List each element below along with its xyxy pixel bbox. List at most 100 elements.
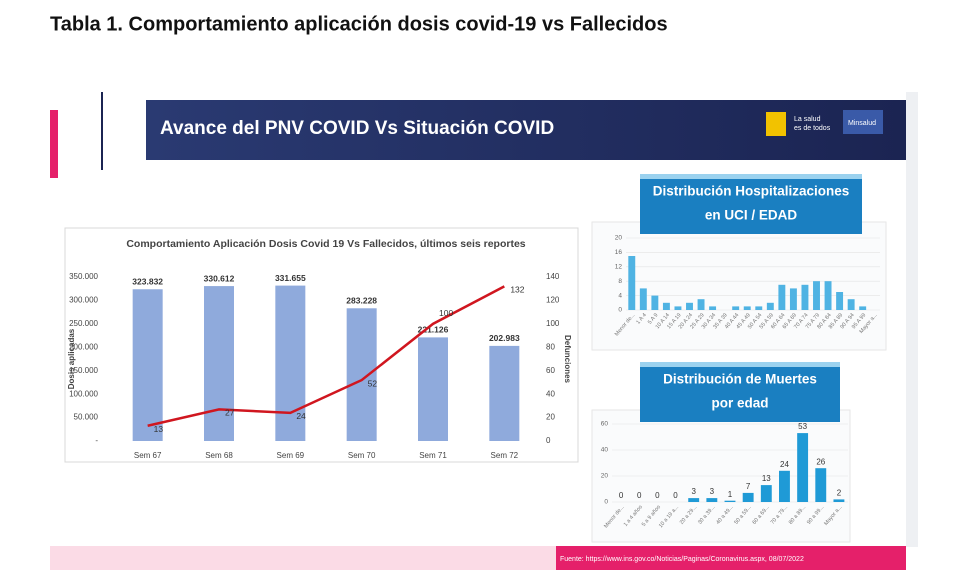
y2-tick-label: 40 <box>546 389 555 398</box>
bar-label: 7 <box>746 482 751 491</box>
accent-line <box>101 92 103 170</box>
bar <box>686 302 693 310</box>
bar-label: 323.832 <box>132 277 163 287</box>
bar <box>418 337 448 441</box>
line-label: 100 <box>439 308 453 318</box>
logo-line: La salud <box>794 116 821 123</box>
bar-label: 2 <box>837 489 842 498</box>
title-box <box>640 362 840 422</box>
bar-label: 330.612 <box>204 273 235 283</box>
bar <box>847 299 855 310</box>
bar-label: 202.983 <box>489 333 520 343</box>
y2-tick-label: 140 <box>546 272 560 281</box>
bar-label: 24 <box>780 460 789 469</box>
bar <box>724 500 736 502</box>
y-tick-label: 20 <box>615 235 623 242</box>
bar-label: 283.228 <box>346 296 377 306</box>
bar <box>760 485 772 502</box>
brand: Minsalud <box>848 120 876 127</box>
y-tick-label: 100.000 <box>69 389 98 398</box>
page-title: Tabla 1. Comportamiento aplicación dosis… <box>50 13 668 35</box>
x-tick-label: Sem 70 <box>348 451 376 460</box>
bar-label: 221.126 <box>418 325 449 335</box>
bar <box>766 302 774 310</box>
bar-label: 331.655 <box>275 273 306 283</box>
title-stripe <box>640 174 862 179</box>
bar <box>697 299 705 310</box>
y-tick-label: 60 <box>601 421 609 428</box>
y-tick-label: 300.000 <box>69 296 98 305</box>
x-tick-label: Sem 67 <box>134 451 162 460</box>
y-tick-label: 150.000 <box>69 366 98 375</box>
bar <box>275 285 306 441</box>
y2-tick-label: 100 <box>546 319 560 328</box>
bar-label: 26 <box>816 457 825 466</box>
accent-bar <box>50 110 58 178</box>
y2-tick-label: 20 <box>546 413 555 422</box>
y-tick-label: 8 <box>618 278 622 285</box>
bar <box>742 492 754 502</box>
y-axis-label: Dosis aplicadas <box>67 328 76 389</box>
bar <box>674 306 682 310</box>
y-tick-label: 16 <box>615 249 623 256</box>
title-box <box>640 174 862 234</box>
bar <box>778 284 786 310</box>
bar <box>688 498 700 502</box>
y-tick-label: - <box>95 436 98 445</box>
bar <box>628 256 636 310</box>
bar-label: 0 <box>619 491 624 500</box>
bar <box>651 295 659 310</box>
bar-label: 3 <box>691 487 696 496</box>
bar <box>789 288 797 310</box>
bar-label: 53 <box>798 422 807 431</box>
bar-label: 13 <box>762 474 771 483</box>
bar <box>132 289 163 441</box>
bar <box>706 498 718 502</box>
logo-line: es de todos <box>794 125 831 132</box>
bar <box>709 306 717 310</box>
source-band <box>556 546 906 570</box>
title-stripe <box>640 362 840 367</box>
line-label: 24 <box>296 411 306 421</box>
chart-frame <box>591 221 887 351</box>
y-tick-label: 4 <box>618 292 622 299</box>
line-label: 13 <box>154 424 164 434</box>
bar <box>743 306 751 310</box>
brand-box <box>843 110 883 134</box>
chart-title: Comportamiento Aplicación Dosis Covid 19… <box>126 238 525 250</box>
line-label: 132 <box>510 285 524 295</box>
bar <box>489 345 520 441</box>
bar <box>797 433 809 502</box>
bar <box>346 308 377 441</box>
bar <box>813 281 820 310</box>
banner-title: Avance del PNV COVID Vs Situación COVID <box>160 118 554 139</box>
source: Fuente: https://www.ins.gov.co/Noticias/… <box>560 556 804 563</box>
bar <box>824 281 832 310</box>
y2-tick-label: 0 <box>546 436 551 445</box>
chart-title: Distribución Hospitalizaciones <box>653 184 850 199</box>
bar <box>836 292 844 310</box>
y2-tick-label: 60 <box>546 366 555 375</box>
bar <box>755 306 763 310</box>
bar <box>779 470 790 502</box>
chart-title: en UCI / EDAD <box>705 208 798 223</box>
line <box>147 285 505 427</box>
y2-tick-label: 80 <box>546 342 555 351</box>
bar <box>815 468 827 502</box>
bar <box>662 302 670 310</box>
y2-axis-label: Defunciones <box>563 335 572 384</box>
bar <box>801 284 809 310</box>
bar-label: 3 <box>710 487 715 496</box>
bar <box>204 286 234 441</box>
chart-title: por edad <box>711 396 768 411</box>
x-tick-label: Sem 69 <box>277 451 305 460</box>
slide-edge <box>906 92 918 547</box>
bar <box>833 499 845 502</box>
bar-label: 0 <box>655 491 660 500</box>
chart-title: Distribución de Muertes <box>663 372 817 387</box>
bar-label: 0 <box>637 491 642 500</box>
line-label: 27 <box>225 408 235 418</box>
y-tick-label: 40 <box>601 447 609 454</box>
y-tick-label: 250.000 <box>69 319 98 328</box>
